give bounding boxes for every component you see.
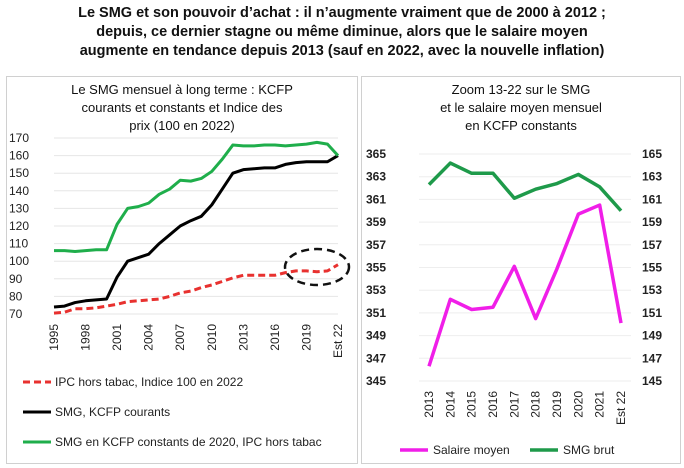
x-tick-label: 2020	[571, 391, 585, 418]
long-term-chart-panel: Le SMG mensuel à long terme : KCFP couran…	[6, 76, 358, 464]
legend-label: IPC hors tabac, Indice 100 en 2022	[55, 375, 243, 389]
left-y-tick-label: 357	[366, 238, 386, 252]
x-tick-label: Est 22	[331, 324, 345, 358]
chart-title-line: prix (100 en 2022)	[129, 118, 235, 133]
left-y-tick-label: 347	[366, 351, 386, 365]
x-tick-label: 2017	[507, 391, 521, 418]
series-line	[53, 154, 339, 309]
x-tick-label: 2007	[173, 324, 187, 351]
right-y-tick-label: 159	[642, 215, 662, 229]
right-y-tick-label: 147	[642, 351, 662, 365]
x-tick-label: 2018	[529, 391, 543, 418]
y-tick-label: 160	[9, 149, 29, 163]
left-y-tick-label: 349	[366, 329, 386, 343]
right-y-tick-label: 157	[642, 238, 662, 252]
y-tick-label: 170	[9, 131, 29, 145]
main-title: Le SMG et son pouvoir d’achat : il n’aug…	[0, 4, 684, 61]
y-tick-label: 80	[9, 289, 23, 303]
left-y-tick-label: 353	[366, 283, 386, 297]
right-y-tick-label: 151	[642, 306, 662, 320]
x-tick-label: 2010	[205, 324, 219, 351]
right-y-tick-label: 161	[642, 192, 662, 206]
title-line: augmente en tendance depuis 2013 (sauf e…	[79, 43, 605, 59]
long-term-chart: Le SMG mensuel à long terme : KCFP couran…	[9, 82, 351, 449]
highlight-ellipse	[283, 247, 351, 287]
right-y-tick-label: 149	[642, 329, 662, 343]
legend-label: SMG en KCFP constants de 2020, IPC hors …	[55, 435, 322, 449]
y-tick-label: 90	[9, 272, 23, 286]
y-tick-label: 130	[9, 201, 29, 215]
legend-label: Salaire moyen	[433, 443, 510, 457]
y-tick-label: 110	[9, 237, 28, 251]
title-line: depuis, ce dernier stagne ou même diminu…	[96, 24, 588, 40]
x-tick-label: Est 22	[614, 391, 628, 425]
x-tick-label: 2001	[110, 324, 124, 351]
y-tick-label: 100	[9, 254, 29, 268]
left-y-tick-label: 363	[366, 170, 386, 184]
x-tick-label: 2019	[550, 391, 564, 418]
left-y-tick-label: 361	[366, 192, 386, 206]
x-tick-label: 2014	[443, 391, 457, 418]
legend-label: SMG, KCFP courants	[55, 405, 170, 419]
chart-title-line: Zoom 13-22 sur le SMG	[452, 82, 591, 97]
x-tick-label: 2016	[486, 391, 500, 418]
left-y-tick-label: 355	[366, 261, 386, 275]
chart-title-line: en KCFP constants	[465, 118, 577, 133]
left-y-tick-label: 359	[366, 215, 386, 229]
x-tick-label: 2019	[299, 324, 313, 351]
right-y-tick-label: 155	[642, 261, 662, 275]
y-tick-label: 70	[9, 307, 23, 321]
y-tick-label: 120	[9, 219, 29, 233]
chart-title-line: Le SMG mensuel à long terme : KCFP	[71, 82, 293, 97]
left-y-tick-label: 345	[366, 374, 386, 388]
chart-title-line: courants et constants et Indice des	[82, 100, 283, 115]
right-y-tick-label: 153	[642, 283, 662, 297]
title-line: Le SMG et son pouvoir d’achat : il n’aug…	[78, 5, 606, 21]
x-tick-label: 2013	[422, 391, 436, 418]
legend-label: SMG brut	[563, 443, 615, 457]
series-line	[427, 203, 623, 367]
zoom-chart-panel: Zoom 13-22 sur le SMG et le salaire moyen…	[361, 76, 681, 464]
x-tick-label: 2004	[142, 324, 156, 351]
x-tick-label: 1998	[79, 324, 93, 351]
series-line	[53, 263, 339, 315]
zoom-chart: Zoom 13-22 sur le SMG et le salaire moyen…	[366, 82, 662, 457]
right-y-tick-label: 165	[642, 147, 662, 161]
x-tick-label: 2015	[465, 391, 479, 418]
series-line	[54, 140, 340, 254]
left-y-tick-label: 365	[366, 147, 386, 161]
x-tick-label: 1995	[47, 324, 61, 351]
chart-title-line: et le salaire moyen mensuel	[440, 100, 602, 115]
right-y-tick-label: 145	[642, 374, 662, 388]
y-tick-label: 150	[9, 166, 29, 180]
y-tick-label: 140	[9, 184, 29, 198]
series-line	[427, 161, 623, 212]
left-y-tick-label: 351	[366, 306, 386, 320]
x-tick-label: 2013	[236, 324, 250, 351]
right-y-tick-label: 163	[642, 170, 662, 184]
x-tick-label: 2016	[268, 324, 282, 351]
x-tick-label: 2021	[593, 391, 607, 418]
